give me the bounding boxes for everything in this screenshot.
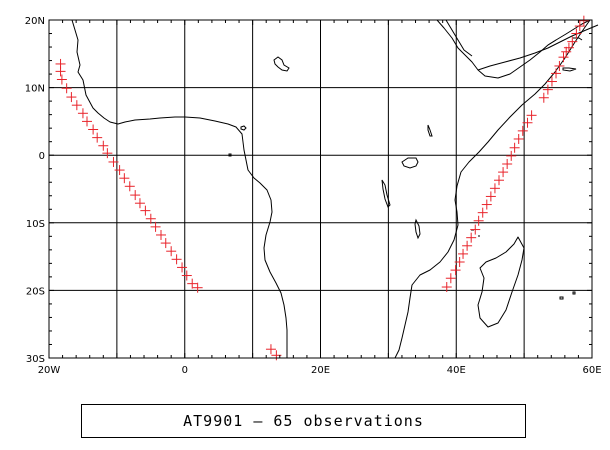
observation-marker — [571, 28, 582, 39]
observation-marker — [140, 205, 151, 216]
observation-marker — [177, 262, 188, 273]
observation-marker — [88, 124, 99, 135]
lake-tanganyika — [381, 179, 391, 208]
observation-marker — [66, 92, 77, 103]
observation-marker — [145, 213, 156, 224]
x-tick-label: 60E — [582, 365, 601, 376]
observation-marker — [98, 140, 109, 151]
lake-malawi — [414, 218, 421, 240]
observation-marker — [574, 21, 585, 32]
observation-marker — [61, 83, 72, 94]
observation-marker — [454, 257, 465, 268]
y-tick-label: 20S — [26, 286, 45, 297]
observation-marker — [489, 183, 500, 194]
observation-marker — [502, 158, 513, 169]
observation-marker — [494, 175, 505, 186]
observation-marker — [108, 156, 119, 167]
observation-marker — [450, 265, 461, 276]
axes: 20W 0 20E 40E 60E 20N 10N 0 10S 20S 30S — [25, 16, 602, 376]
x-tick-label: 20W — [38, 365, 61, 376]
socotra-island — [562, 67, 577, 72]
sao-tome-island — [228, 153, 232, 157]
observation-marker — [114, 165, 125, 176]
observation-marker — [458, 248, 469, 259]
observation-track — [55, 15, 589, 361]
observation-marker — [506, 150, 517, 161]
observation-marker — [134, 198, 145, 209]
observation-marker — [526, 110, 537, 121]
observation-marker — [554, 60, 565, 71]
observation-marker — [477, 207, 488, 218]
observation-marker — [192, 282, 203, 293]
east-africa-coastline — [394, 19, 591, 359]
observation-marker — [513, 133, 524, 144]
observation-marker — [538, 92, 549, 103]
observation-marker — [517, 125, 528, 136]
caption-text: AT9901 — 65 observations — [183, 412, 424, 430]
observation-marker — [150, 221, 161, 232]
observation-marker — [187, 278, 198, 289]
lake-victoria — [401, 157, 419, 169]
observation-marker — [441, 282, 452, 293]
observation-marker — [561, 46, 572, 57]
bioko-island — [240, 125, 247, 131]
observation-marker — [462, 240, 473, 251]
madagascar-coastline — [477, 236, 525, 328]
y-tick-label: 20N — [25, 16, 45, 27]
x-tick-label: 20E — [311, 365, 330, 376]
observation-marker — [181, 270, 192, 281]
observation-marker — [522, 117, 533, 128]
st-helena-island — [273, 56, 290, 72]
lake-turkana — [427, 124, 433, 137]
arabian-coastline — [477, 24, 599, 71]
y-tick-label: 10N — [25, 84, 45, 95]
observation-marker — [466, 232, 477, 243]
y-tick-label: 30S — [26, 354, 45, 365]
observation-marker — [56, 74, 67, 85]
observation-marker — [481, 199, 492, 210]
red-sea-coastline — [445, 19, 473, 57]
observation-marker — [119, 173, 130, 184]
observation-marker — [82, 116, 93, 127]
observation-marker — [171, 254, 182, 265]
reunion-island — [559, 296, 564, 300]
x-tick-label: 40E — [447, 365, 466, 376]
observation-marker — [485, 191, 496, 202]
observation-marker — [509, 142, 520, 153]
observation-marker — [578, 15, 589, 26]
observation-marker — [166, 246, 177, 257]
mauritius-island — [572, 291, 576, 295]
observation-marker — [92, 132, 103, 143]
observation-marker — [542, 84, 553, 95]
y-tick-label: 10S — [26, 219, 45, 230]
caption-box: AT9901 — 65 observations — [81, 404, 526, 438]
observation-marker — [546, 76, 557, 87]
west-africa-coastline — [71, 19, 288, 358]
observation-marker — [55, 66, 66, 77]
observation-marker — [445, 273, 456, 284]
observation-marker — [470, 224, 481, 235]
y-tick-label: 0 — [39, 151, 45, 162]
x-tick-label: 0 — [182, 365, 188, 376]
observation-marker — [498, 167, 509, 178]
observation-marker — [160, 238, 171, 249]
observation-marker — [155, 229, 166, 240]
observation-marker — [558, 52, 569, 63]
observation-marker — [563, 42, 574, 53]
observation-marker — [130, 190, 141, 201]
coastlines — [71, 19, 599, 359]
observation-marker — [265, 344, 276, 355]
observation-marker — [567, 36, 578, 47]
observation-marker — [124, 181, 135, 192]
observation-marker — [77, 108, 88, 119]
observation-marker — [102, 148, 113, 159]
observation-marker — [71, 100, 82, 111]
observation-marker — [473, 215, 484, 226]
observation-marker — [551, 68, 562, 79]
graticule — [48, 19, 593, 359]
